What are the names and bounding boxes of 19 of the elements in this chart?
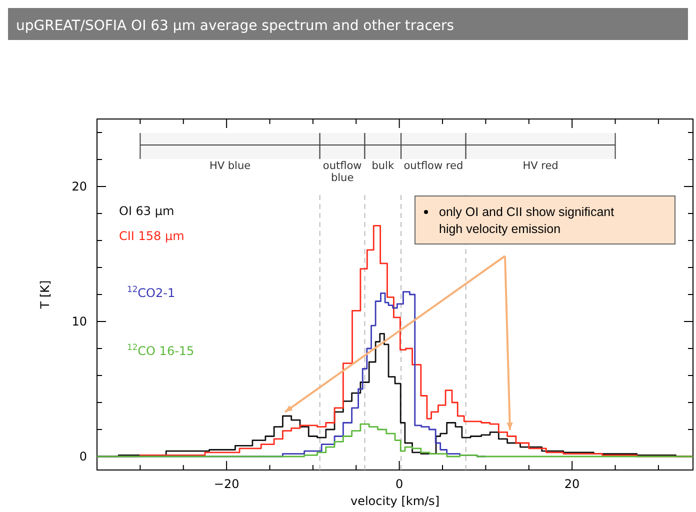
y-tick-label: 0 <box>79 450 87 464</box>
band-label: bulk <box>372 160 395 172</box>
x-tick-label: 20 <box>564 477 580 491</box>
text: CII 158 μm <box>119 229 184 243</box>
y-axis-title: T [K] <box>38 280 52 310</box>
band-label: outflow blue <box>322 160 362 184</box>
x-axis-title: velocity [km/s] <box>350 494 440 508</box>
x-tick-label: −20 <box>214 477 240 491</box>
chart-title: upGREAT/SOFIA OI 63 μm average spectrum and other tracers <box>16 18 454 34</box>
band-label: outflow red <box>404 160 464 172</box>
text: $^{12}$CO 16-15 <box>127 342 194 358</box>
text: OI 63 μm <box>119 204 174 218</box>
band-label: HV red <box>522 160 558 172</box>
y-tick-label: 10 <box>72 314 87 328</box>
text: $^{12}$CO2-1 <box>127 284 176 300</box>
band-label: HV blue <box>209 160 251 172</box>
y-tick-label: 20 <box>72 180 87 194</box>
x-tick-label: 0 <box>396 477 404 491</box>
annotation: only OI and CII show significant high velocity emission <box>439 205 615 236</box>
